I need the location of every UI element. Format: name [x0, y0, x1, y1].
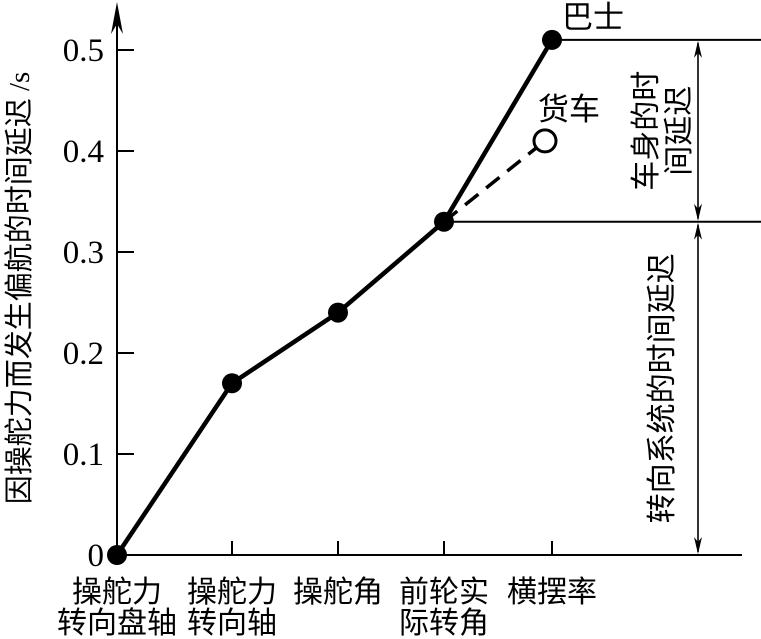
bus-point-3: [434, 211, 454, 232]
category-label-3: 前轮实际转角: [399, 576, 489, 639]
category-label-1: 操舵力转向轴: [187, 576, 277, 639]
bus-series-label: 巴士: [562, 0, 624, 35]
y-axis-arrow: [111, 2, 123, 34]
annotation-text-0: 车身的时间延迟: [630, 71, 696, 191]
bus-series-line: [115, 38, 554, 557]
y-axis-label: 因操舵力而发生偏航的时间延迟 /s: [3, 72, 36, 505]
truck-series-line: [442, 139, 547, 224]
y-tick-label: 0.2: [63, 336, 104, 372]
bus-point-1: [222, 373, 242, 394]
y-tick-label: 0.5: [63, 33, 104, 69]
y-tick-label: 0.3: [63, 235, 104, 271]
y-tick-label: 0: [88, 538, 105, 574]
bus-point-2: [328, 302, 348, 323]
y-tick-label: 0.4: [63, 134, 104, 170]
dimension-arrow-down-1: [694, 537, 702, 554]
dimension-arrow-down-0: [694, 203, 702, 221]
category-label-2: 操舵角: [293, 576, 383, 609]
dimension-arrow-up-0: [694, 40, 702, 58]
category-label-4: 横摆率: [507, 576, 597, 609]
category-label-0: 操舵力转向盘轴: [57, 576, 177, 639]
bus-point-0: [107, 545, 127, 565]
bus-point-4: [542, 29, 562, 50]
dimension-arrow-up-1: [694, 222, 702, 240]
truck-point: [532, 128, 558, 154]
y-tick-label: 0.1: [63, 437, 104, 473]
truck-series-label: 货车: [538, 92, 600, 127]
annotation-text-1: 转向系统的时间延迟: [646, 253, 679, 523]
